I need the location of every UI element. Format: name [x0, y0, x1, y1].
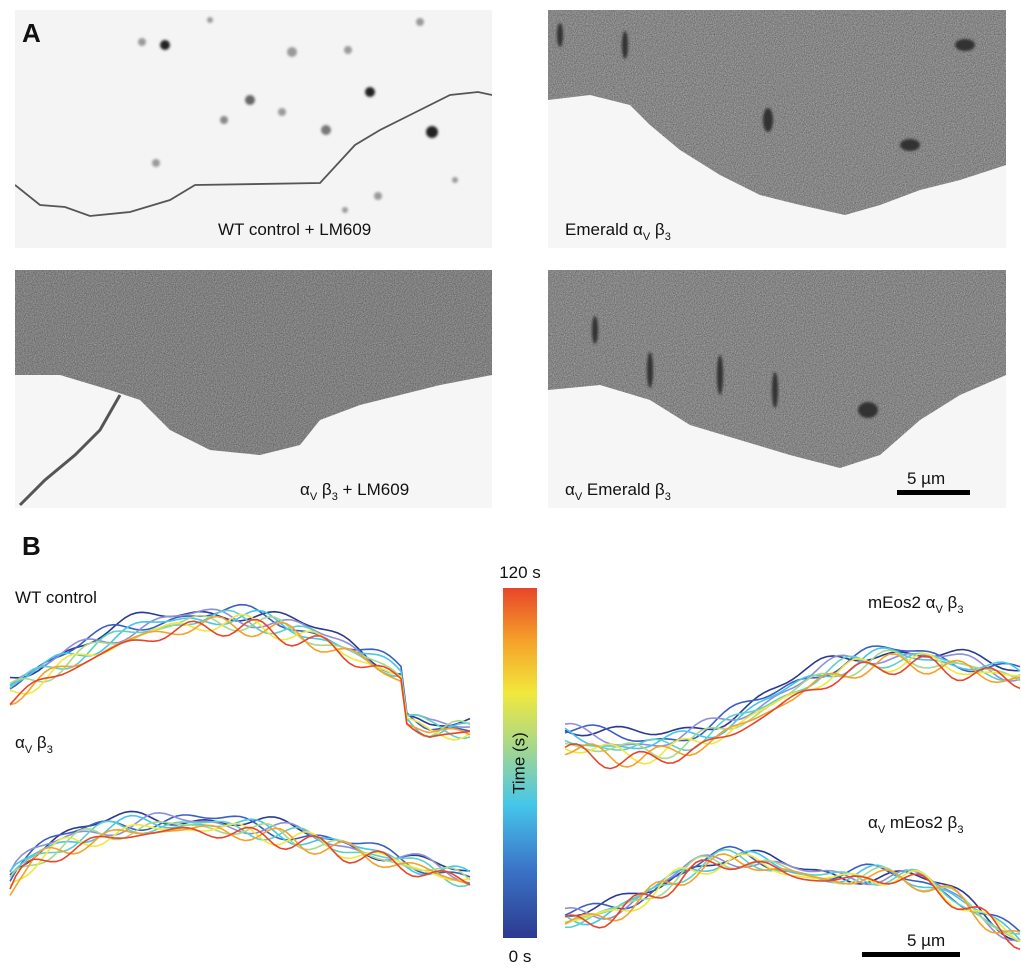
edge-trace [10, 610, 470, 737]
micrograph [15, 270, 492, 508]
edge-trace [10, 825, 470, 895]
trace-label: mEos2 αV β3 [868, 593, 963, 616]
label-part: Emerald α [565, 220, 643, 239]
label-part: β [943, 593, 958, 612]
scale-bar [897, 490, 970, 495]
label-part: mEos2 β [885, 813, 957, 832]
label-part: β [650, 220, 665, 239]
label-part: β [317, 480, 332, 499]
label-part: α [300, 480, 310, 499]
micrograph [15, 10, 492, 248]
label-part: + LM609 [338, 480, 409, 499]
edge-trace [565, 656, 1020, 769]
label-sub: 3 [47, 744, 53, 756]
micrograph [548, 10, 1006, 248]
edge-trace [10, 620, 470, 737]
label-part: WT control [15, 588, 97, 607]
page: A WT control + LM609 Emerald αV β3 αV β3… [0, 0, 1021, 971]
colorbar-top: 120 s [499, 563, 541, 582]
figure: A WT control + LM609 Emerald αV β3 αV β3… [0, 0, 1021, 971]
trace-label: WT control [15, 588, 97, 607]
label-part: Emerald β [582, 480, 665, 499]
panel-letter: B [22, 531, 41, 561]
trace-label: αV β3 [15, 733, 53, 756]
trace-label: αV mEos2 β3 [868, 813, 963, 836]
label-part: WT control + LM609 [218, 220, 371, 239]
image-label: WT control + LM609 [218, 220, 371, 239]
edge-trace [565, 650, 1020, 758]
panel-letter: A [22, 18, 41, 48]
label-part: mEos2 α [868, 593, 936, 612]
scale-bar [862, 952, 960, 957]
edge-trace [10, 822, 470, 880]
scale-label: 5 µm [907, 469, 945, 488]
label-sub: 3 [665, 231, 671, 243]
colorbar-bottom: 0 s [509, 947, 532, 966]
scale-label: 5 µm [907, 931, 945, 950]
label-part: α [565, 480, 575, 499]
edge-trace [10, 605, 470, 732]
label-part: β [32, 733, 47, 752]
label-part: α [868, 813, 878, 832]
colorbar-title: Time (s) [509, 732, 528, 794]
label-sub: 3 [957, 824, 963, 836]
edge-trace [10, 615, 470, 740]
label-sub: 3 [957, 604, 963, 616]
label-sub: 3 [665, 491, 671, 503]
label-part: α [15, 733, 25, 752]
edge-trace [565, 653, 1020, 750]
